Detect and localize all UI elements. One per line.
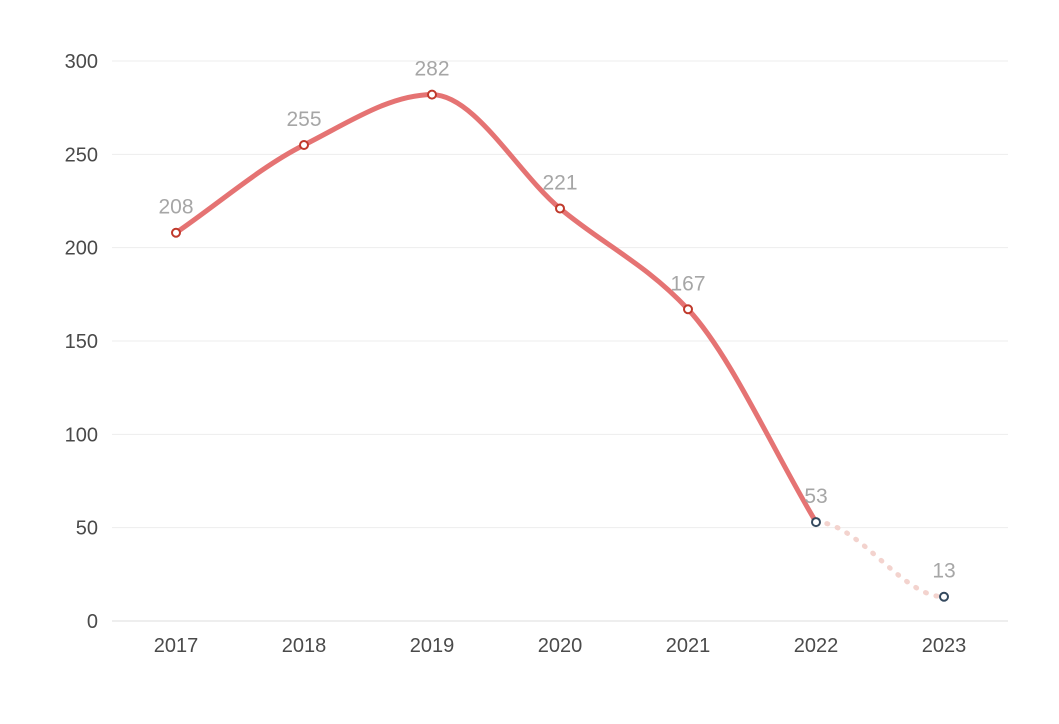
x-tick-label-2022: 2022 <box>794 635 839 657</box>
series-line-actual <box>173 92 819 525</box>
y-tick-label-300: 300 <box>65 51 98 73</box>
y-tick-label-50: 50 <box>76 518 98 540</box>
data-label-2022: 53 <box>804 485 827 508</box>
data-point-2019[interactable] <box>427 89 437 100</box>
y-axis-tick-labels: 0 50 100 150 200 250 300 <box>65 51 98 633</box>
data-label-2023: 13 <box>932 560 955 583</box>
data-point-2021[interactable] <box>683 304 693 315</box>
data-label-2017: 208 <box>158 196 193 219</box>
y-tick-label-0: 0 <box>87 611 98 633</box>
data-point-2020[interactable] <box>555 203 565 214</box>
data-label-2018: 255 <box>286 108 321 131</box>
y-tick-label-100: 100 <box>65 424 98 446</box>
data-label-2020: 221 <box>542 171 577 194</box>
data-point-2017[interactable] <box>171 227 181 238</box>
data-point-2022[interactable] <box>811 517 821 528</box>
data-point-2018[interactable] <box>299 140 309 150</box>
data-point-markers <box>171 89 949 602</box>
y-tick-label-150: 150 <box>65 331 98 353</box>
y-tick-label-200: 200 <box>65 238 98 260</box>
data-label-2019: 282 <box>414 58 449 81</box>
series-lines <box>173 92 947 600</box>
x-tick-label-2021: 2021 <box>666 635 711 657</box>
x-tick-label-2018: 2018 <box>282 635 327 657</box>
data-point-2023[interactable] <box>939 591 949 602</box>
series-line-projected <box>813 519 947 600</box>
x-tick-label-2020: 2020 <box>538 635 583 657</box>
x-tick-label-2019: 2019 <box>410 635 455 657</box>
gridlines <box>112 60 1008 529</box>
y-tick-label-250: 250 <box>65 144 98 166</box>
data-label-2021: 167 <box>670 272 705 295</box>
x-tick-label-2017: 2017 <box>154 635 199 657</box>
x-axis-tick-labels: 2017 2018 2019 2020 2021 2022 2023 <box>154 635 967 657</box>
x-tick-label-2023: 2023 <box>922 635 967 657</box>
data-labels: 208 255 282 221 167 53 13 <box>158 58 955 583</box>
